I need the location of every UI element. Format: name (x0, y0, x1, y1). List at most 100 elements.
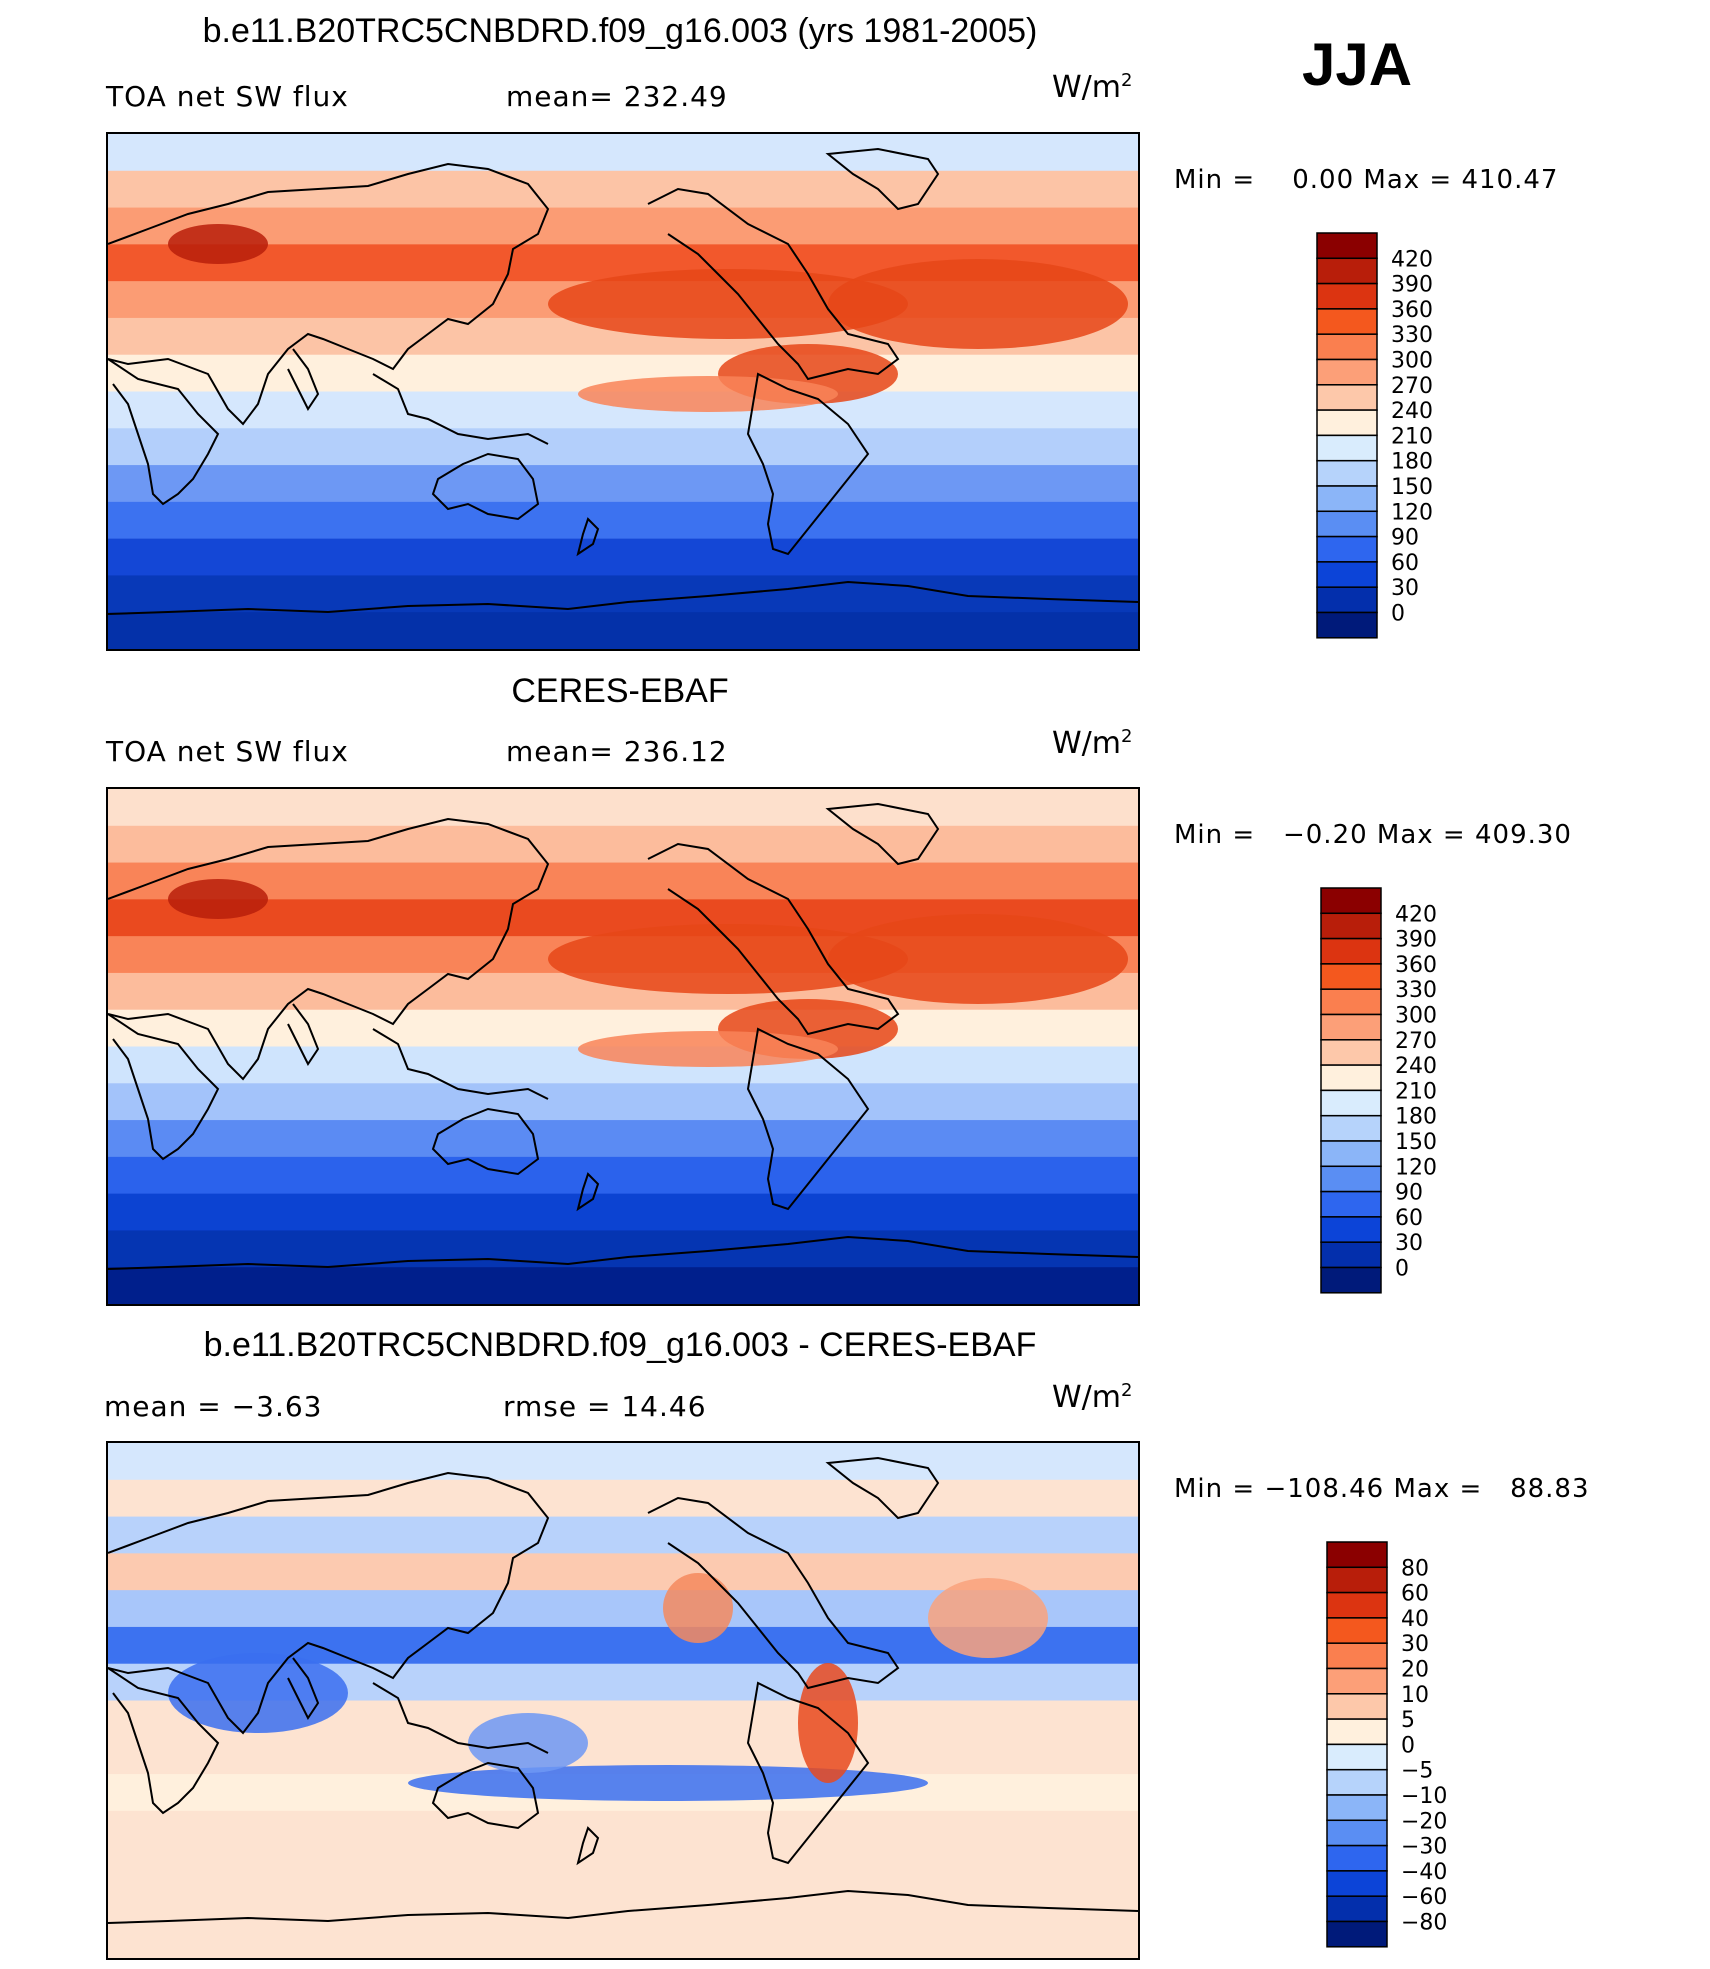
map-zonal-band (108, 1884, 1138, 1923)
colorbar-swatch (1316, 459, 1378, 487)
colorbar-tick-label: 30 (1391, 576, 1419, 601)
map-field-anomaly (828, 914, 1128, 1004)
colorbar-tick-label: 360 (1395, 953, 1437, 978)
colorbar-tick-label: 30 (1395, 1231, 1423, 1256)
colorbar-swatch (1320, 887, 1382, 915)
colorbar-tick-label: 120 (1391, 500, 1433, 525)
season-label: JJA (1302, 31, 1413, 98)
map-zonal-band (108, 538, 1138, 577)
map-zonal-band (108, 1230, 1138, 1269)
coastline (825, 802, 940, 866)
coastline (108, 162, 550, 426)
panel1-mean-label: mean= 232.49 (506, 80, 728, 113)
colorbar-tick-label: 300 (1391, 349, 1433, 374)
colorbar-tick-label: 330 (1395, 978, 1437, 1003)
colorbar-tick-label: 300 (1395, 1004, 1437, 1029)
coastline (287, 348, 320, 411)
colorbar-swatch (1320, 937, 1382, 965)
colorbar-swatch (1320, 1089, 1382, 1117)
map-field-anomaly (408, 1765, 928, 1801)
colorbar-swatch (1316, 409, 1378, 437)
colorbar-tick-label: 210 (1391, 424, 1433, 449)
map-zonal-band (108, 1847, 1138, 1886)
map-zonal-band (108, 1120, 1138, 1158)
colorbar-swatch (1320, 1064, 1382, 1092)
colorbar-swatch (1320, 1114, 1382, 1142)
colorbar-tick-label: 60 (1391, 551, 1419, 576)
panel1-min-max: Min = 0.00 Max = 410.47 (1174, 165, 1559, 195)
colorbar-tick-label: −80 (1401, 1911, 1447, 1936)
colorbar-tick-label: 180 (1391, 450, 1433, 475)
coastline (576, 517, 600, 557)
map-zonal-band (108, 825, 1138, 864)
colorbar-tick-label: 390 (1395, 928, 1437, 953)
panel2-title: CERES-EBAF (511, 672, 729, 710)
panel2-colorbar: 420 390 360 330 300 270 240 210 180 150 120 90 60 30 0 (1320, 887, 1480, 1297)
map-zonal-band (108, 134, 1138, 172)
panel2-map (106, 787, 1140, 1306)
map-field-anomaly (548, 924, 908, 994)
colorbar-swatch (1316, 586, 1378, 614)
colorbar-tick-label: 210 (1395, 1079, 1437, 1104)
colorbar-tick-label: −20 (1401, 1809, 1447, 1834)
colorbar-tick-label: 90 (1391, 526, 1419, 551)
colorbar-swatch (1316, 257, 1378, 285)
coastline (108, 817, 550, 1081)
colorbar-tick-label: −5 (1401, 1759, 1433, 1784)
colorbar-swatch (1316, 535, 1378, 563)
map-zonal-band (108, 862, 1138, 901)
colorbar-tick-label: 10 (1401, 1683, 1429, 1708)
map-field-anomaly (168, 1653, 348, 1733)
colorbar-tick-label: 270 (1395, 1029, 1437, 1054)
colorbar-swatch (1320, 1216, 1382, 1243)
colorbar-swatch (1320, 1266, 1382, 1294)
colorbar-tick-label: 390 (1391, 273, 1433, 298)
map-zonal-band (108, 789, 1138, 827)
colorbar-tick-label: −60 (1401, 1885, 1447, 1910)
map-zonal-band (108, 1156, 1138, 1195)
map-field-anomaly (663, 1573, 733, 1643)
panel3-units: W/m2 (1052, 1380, 1132, 1415)
coastline (287, 1003, 320, 1066)
panel3-map (106, 1441, 1140, 1960)
colorbar-swatch (1320, 1140, 1382, 1168)
panel3-colorbar: 80 60 40 30 20 10 5 0 −5 −10 −20 −30 −40 −60 −80 (1326, 1541, 1486, 1951)
colorbar-tick-label: 0 (1395, 1257, 1409, 1282)
units-superscript: 2 (1121, 70, 1133, 91)
colorbar-swatch (1326, 1794, 1388, 1822)
units-superscript: 2 (1121, 726, 1133, 747)
coastline (108, 1889, 1138, 1924)
coastline (576, 1172, 600, 1212)
colorbar-swatch (1326, 1870, 1388, 1897)
colorbar-tick-label: 150 (1395, 1130, 1437, 1155)
colorbar-tick-label: −10 (1401, 1784, 1447, 1809)
map-zonal-band (108, 1443, 1138, 1481)
colorbar-tick-label: 5 (1401, 1708, 1415, 1733)
map-zonal-band (108, 1921, 1138, 1958)
coastline (372, 373, 549, 445)
units-text: W/m (1052, 70, 1121, 105)
map-field-anomaly (548, 269, 908, 339)
coastline (431, 452, 540, 521)
coastline (108, 1235, 1138, 1270)
colorbar-swatch (1320, 912, 1382, 940)
colorbar-tick-label: 420 (1395, 902, 1437, 927)
map-zonal-band (108, 612, 1138, 649)
colorbar-tick-label: 40 (1401, 1607, 1429, 1632)
colorbar-swatch (1320, 988, 1382, 1016)
colorbar-tick-label: 0 (1401, 1733, 1415, 1758)
colorbar-swatch (1316, 232, 1378, 260)
colorbar-swatch (1326, 1541, 1388, 1569)
colorbar-swatch (1326, 1667, 1388, 1695)
colorbar-tick-label: 80 (1401, 1556, 1429, 1581)
colorbar-tick-label: 60 (1395, 1206, 1423, 1231)
map-zonal-band (108, 1810, 1138, 1849)
coastline (108, 1013, 220, 1161)
colorbar-tick-label: 240 (1395, 1054, 1437, 1079)
coastline (372, 1028, 549, 1100)
colorbar-tick-label: 60 (1401, 1582, 1429, 1607)
panel2-units: W/m2 (1052, 726, 1132, 761)
colorbar-swatch (1316, 333, 1378, 361)
map-field-anomaly (168, 879, 268, 919)
panel1-map (106, 132, 1140, 651)
